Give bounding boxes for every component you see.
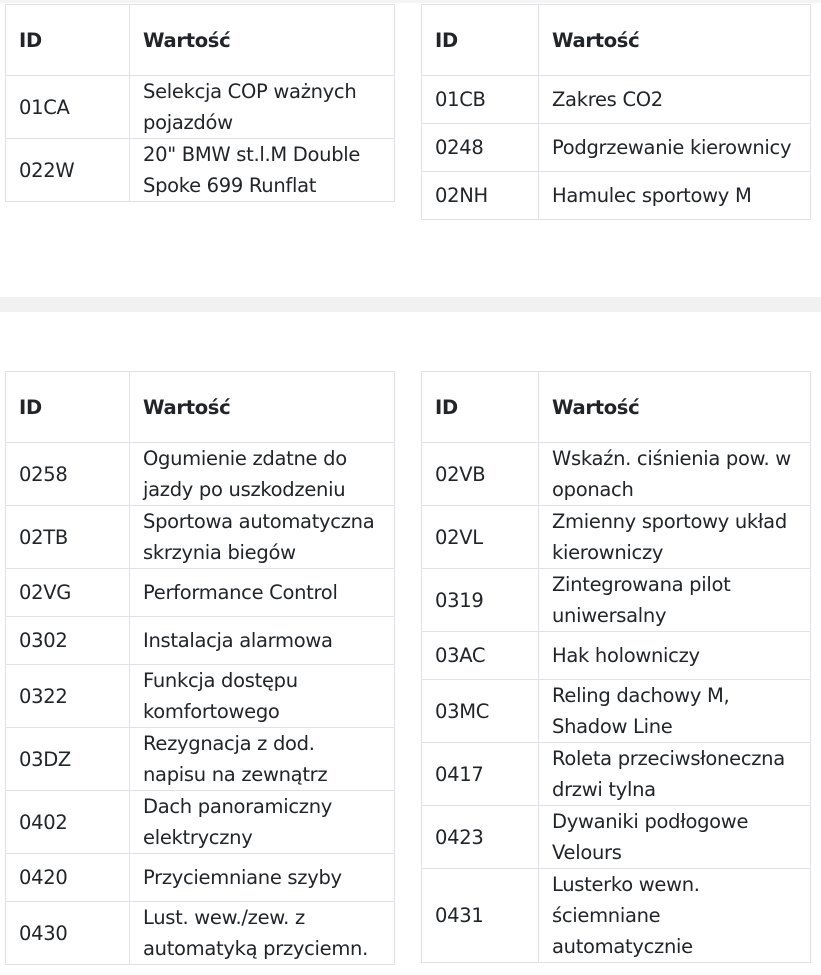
option-value: Sportowa automatyczna skrzynia biegów xyxy=(129,505,395,569)
option-id: 02TB xyxy=(5,505,130,569)
column-header-id: ID xyxy=(421,371,539,443)
column-header-value: Wartość xyxy=(129,4,395,76)
table-row: 022W 20" BMW st.l.M Double Spoke 699 Run… xyxy=(5,138,395,202)
option-id: 0319 xyxy=(421,568,539,632)
option-value: Zmienny sportowy układ kierowniczy xyxy=(538,505,811,569)
option-value: 20" BMW st.l.M Double Spoke 699 Runflat xyxy=(129,138,395,202)
table-row: 02VG Performance Control xyxy=(5,568,395,617)
option-id: 01CB xyxy=(421,75,539,124)
column-header-value: Wartość xyxy=(129,371,395,443)
section-divider-band xyxy=(0,297,821,312)
option-value: Roleta przeciwsłoneczna drzwi tylna xyxy=(538,742,811,806)
options-table-2-right: ID Wartość 02VB Wskaźn. ciśnienia pow. w… xyxy=(421,371,811,963)
option-value: Ogumienie zdatne do jazdy po uszkodzeniu xyxy=(129,442,395,506)
option-id: 0402 xyxy=(5,790,130,854)
option-value: Wskaźn. ciśnienia pow. w oponach xyxy=(538,442,811,506)
option-id: 0420 xyxy=(5,853,130,902)
table-row: 01CB Zakres CO2 xyxy=(421,75,811,124)
option-value: Dywaniki podłogowe Velours xyxy=(538,805,811,869)
top-divider-band xyxy=(0,0,821,3)
table-row: 0430 Lust. wew./zew. z automatyką przyci… xyxy=(5,901,395,965)
table-row: 01CA Selekcja COP ważnych pojazdów xyxy=(5,75,395,139)
option-value: Lust. wew./zew. z automatyką przyciemn. xyxy=(129,901,395,965)
options-table-1-right: ID Wartość 01CB Zakres CO2 0248 Podgrzew… xyxy=(421,4,811,220)
table-row: 03MC Reling dachowy M, Shadow Line xyxy=(421,679,811,743)
table-row: 0402 Dach panoramiczny elektryczny xyxy=(5,790,395,854)
column-header-id: ID xyxy=(5,4,130,76)
option-value: Selekcja COP ważnych pojazdów xyxy=(129,75,395,139)
column-header-value: Wartość xyxy=(538,4,811,76)
table-row: 0417 Roleta przeciwsłoneczna drzwi tylna xyxy=(421,742,811,806)
table-row: 0258 Ogumienie zdatne do jazdy po uszkod… xyxy=(5,442,395,506)
option-id: 022W xyxy=(5,138,130,202)
option-id: 0322 xyxy=(5,664,130,728)
option-value: Performance Control xyxy=(129,568,395,617)
column-header-value: Wartość xyxy=(538,371,811,443)
option-value: Podgrzewanie kierownicy xyxy=(538,123,811,172)
option-value: Reling dachowy M, Shadow Line xyxy=(538,679,811,743)
option-id: 0431 xyxy=(421,868,539,963)
table-row: 0420 Przyciemniane szyby xyxy=(5,853,395,902)
table-row: 02VL Zmienny sportowy układ kierowniczy xyxy=(421,505,811,569)
table-row: 03DZ Rezygnacja z dod. napisu na zewnątr… xyxy=(5,727,395,791)
option-value: Zakres CO2 xyxy=(538,75,811,124)
column-header-id: ID xyxy=(421,4,539,76)
table-row: 0431 Lusterko wewn. ściemniane automatyc… xyxy=(421,868,811,963)
option-id: 02VB xyxy=(421,442,539,506)
option-value: Lusterko wewn. ściemniane automatycznie xyxy=(538,868,811,963)
options-table-2-left: ID Wartość 0258 Ogumienie zdatne do jazd… xyxy=(5,371,395,965)
table-row: 02VB Wskaźn. ciśnienia pow. w oponach xyxy=(421,442,811,506)
option-value: Rezygnacja z dod. napisu na zewnątrz xyxy=(129,727,395,791)
option-id: 0417 xyxy=(421,742,539,806)
option-id: 0423 xyxy=(421,805,539,869)
option-value: Funkcja dostępu komfortowego xyxy=(129,664,395,728)
option-id: 01CA xyxy=(5,75,130,139)
table-row: 02TB Sportowa automatyczna skrzynia bieg… xyxy=(5,505,395,569)
option-value: Zintegrowana pilot uniwersalny xyxy=(538,568,811,632)
table-row: 0319 Zintegrowana pilot uniwersalny xyxy=(421,568,811,632)
table-row: 0322 Funkcja dostępu komfortowego xyxy=(5,664,395,728)
option-id: 03AC xyxy=(421,631,539,680)
option-id: 0302 xyxy=(5,616,130,665)
option-value: Hak holowniczy xyxy=(538,631,811,680)
table-row: 0423 Dywaniki podłogowe Velours xyxy=(421,805,811,869)
option-value: Instalacja alarmowa xyxy=(129,616,395,665)
option-id: 03DZ xyxy=(5,727,130,791)
option-id: 02VL xyxy=(421,505,539,569)
option-id: 0258 xyxy=(5,442,130,506)
table-row: 02NH Hamulec sportowy M xyxy=(421,171,811,220)
table-row: 0248 Podgrzewanie kierownicy xyxy=(421,123,811,172)
option-value: Przyciemniane szyby xyxy=(129,853,395,902)
option-value: Dach panoramiczny elektryczny xyxy=(129,790,395,854)
option-value: Hamulec sportowy M xyxy=(538,171,811,220)
table-row: 03AC Hak holowniczy xyxy=(421,631,811,680)
option-id: 0248 xyxy=(421,123,539,172)
option-id: 02VG xyxy=(5,568,130,617)
table-row: 0302 Instalacja alarmowa xyxy=(5,616,395,665)
option-id: 03MC xyxy=(421,679,539,743)
options-table-1-left: ID Wartość 01CA Selekcja COP ważnych poj… xyxy=(5,4,395,202)
option-id: 02NH xyxy=(421,171,539,220)
column-header-id: ID xyxy=(5,371,130,443)
option-id: 0430 xyxy=(5,901,130,965)
